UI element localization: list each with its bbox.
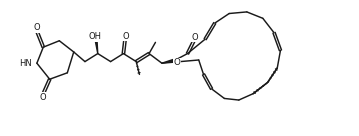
Text: O: O — [192, 33, 199, 42]
Text: O: O — [173, 58, 180, 67]
Text: OH: OH — [89, 32, 102, 41]
Text: O: O — [33, 23, 40, 32]
Polygon shape — [162, 59, 175, 63]
Text: HN: HN — [19, 59, 32, 68]
Text: O: O — [122, 32, 129, 41]
Polygon shape — [95, 41, 98, 54]
Text: O: O — [39, 93, 46, 102]
